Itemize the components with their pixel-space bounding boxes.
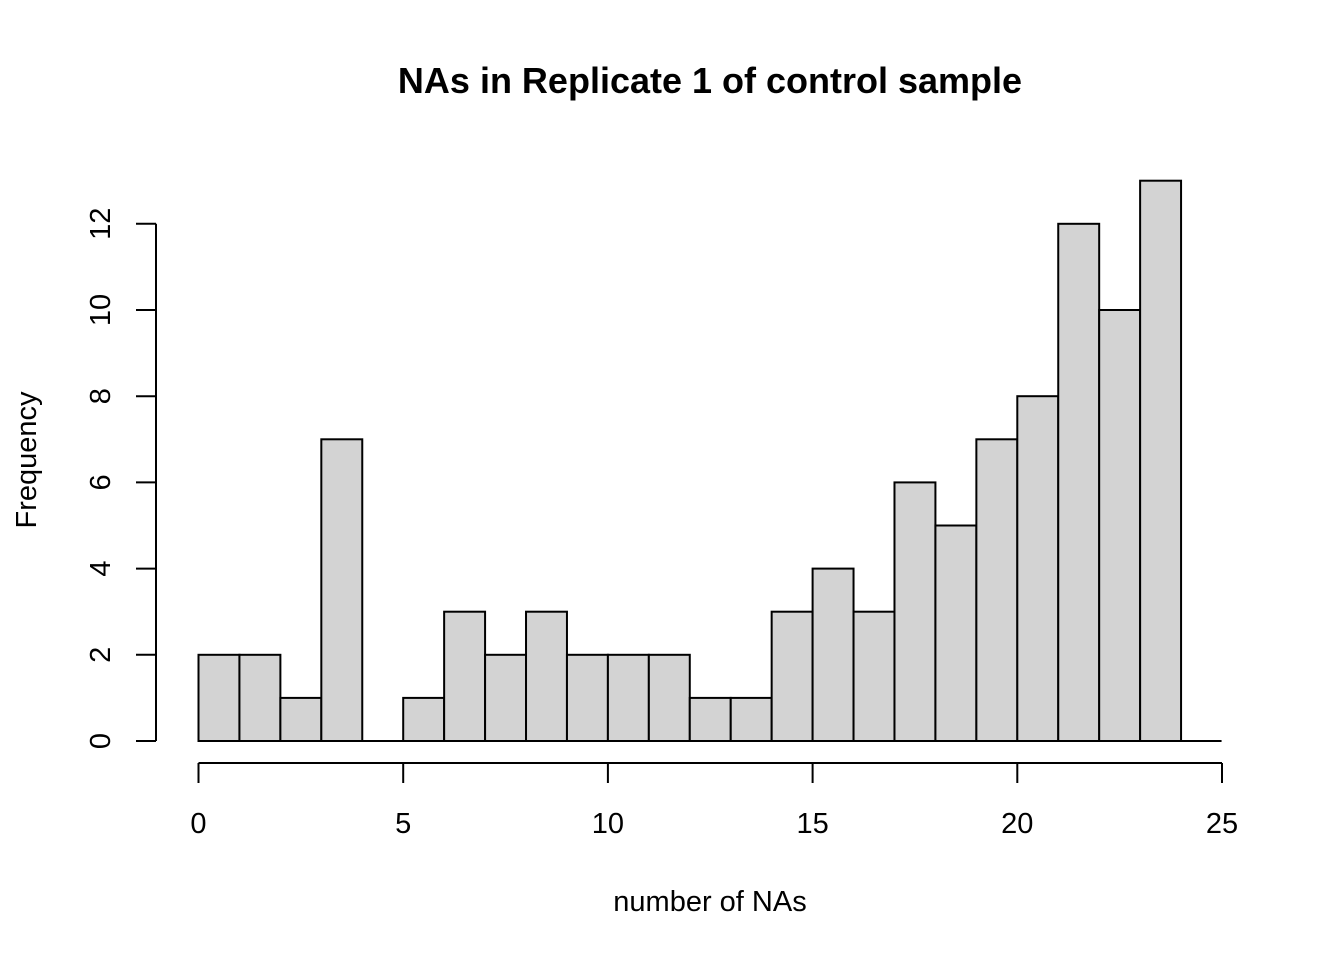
histogram-bar [320,438,364,742]
y-axis: 0 2 4 6 8 10 12 [85,208,157,749]
x-tick-label: 5 [395,808,411,840]
y-tick-label: 4 [85,561,117,577]
histogram-bar [606,653,650,742]
histogram-bar [525,610,568,743]
histogram-bar [1139,179,1183,742]
histogram-bar [565,653,609,742]
histogram-bar [852,610,896,743]
y-tick-label: 8 [85,388,117,404]
histogram-bar [238,653,282,742]
x-tick-label: 25 [1206,808,1238,840]
histogram-bar [975,438,1019,742]
y-tick-label: 12 [85,208,117,240]
histogram-bar [1098,309,1142,742]
histogram-bar [1057,222,1101,743]
histogram-bar [729,696,773,743]
histogram-bar [402,696,446,743]
histogram-bar [484,653,528,742]
x-tick-label: 15 [796,808,828,840]
histogram-bar [893,481,937,742]
histogram-bar [197,653,241,742]
histogram-bar [1016,395,1060,742]
histogram-bar [443,610,487,743]
histogram-bar [811,567,855,742]
x-tick-label: 10 [592,808,624,840]
x-tick-label: 0 [190,808,206,840]
chart-title: NAs in Replicate 1 of control sample [398,60,1022,101]
bars [197,179,1222,743]
histogram-bar [688,696,732,743]
histogram-bar [647,653,691,742]
y-tick-label: 6 [85,474,117,490]
histogram-bar [279,696,323,743]
histogram-bar [770,610,814,743]
y-axis-label: Frequency [11,391,43,529]
y-tick-label: 10 [85,294,117,326]
x-axis-label: number of NAs [613,886,806,918]
x-tick-label: 20 [1001,808,1033,840]
x-axis: 0 5 10 15 20 25 [190,762,1238,840]
y-tick-label: 2 [85,647,117,663]
histogram-bar [934,524,978,742]
y-tick-label: 0 [85,733,117,749]
